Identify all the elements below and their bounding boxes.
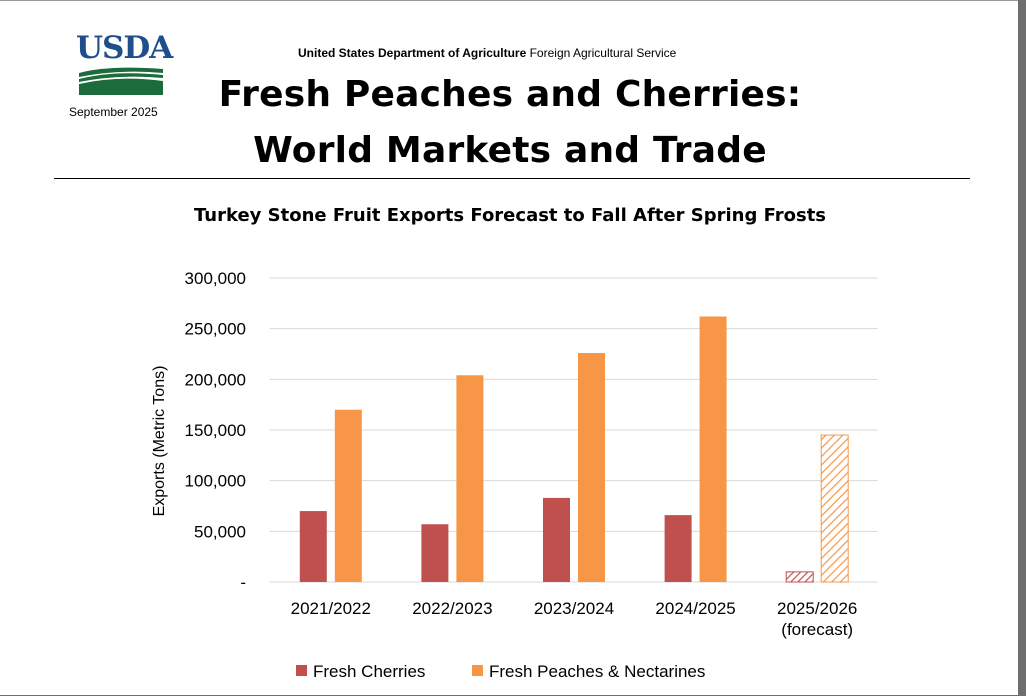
agency-name: United States Department of Agriculture: [298, 46, 527, 60]
x-axis-ticks: 2021/2022 2022/2023 2023/2024 2024/2025 2025…: [291, 599, 858, 639]
y-axis-label: Exports (Metric Tons): [151, 366, 168, 517]
legend-label: Fresh Cherries: [313, 662, 425, 681]
y-tick-label: 50,000: [194, 522, 246, 541]
report-title-line-2: World Markets and Trade: [253, 130, 767, 171]
bar-peaches: [334, 409, 362, 582]
report-title: Fresh Peaches and Cherries: World Market…: [190, 67, 830, 179]
y-tick-label: -: [240, 573, 246, 592]
x-tick-label: 2021/2022: [291, 599, 371, 618]
bar-peaches: [699, 316, 727, 582]
gridlines: [270, 277, 878, 583]
usda-logo-text: USDA: [76, 30, 173, 66]
title-divider: [54, 178, 970, 179]
agency-line: United States Department of Agriculture …: [298, 46, 676, 60]
legend-label: Fresh Peaches & Nectarines: [489, 662, 705, 681]
report-date: September 2025: [69, 105, 158, 119]
x-tick-label: 2024/2025: [655, 599, 735, 618]
y-tick-label: 100,000: [185, 472, 246, 491]
bar-cherries: [421, 524, 449, 582]
legend: Fresh Cherries Fresh Peaches & Nectarines: [296, 662, 705, 681]
x-tick-label: 2023/2024: [534, 599, 614, 618]
bar-peaches: [456, 375, 484, 582]
bar-peaches: [578, 352, 605, 582]
x-tick-label: 2022/2023: [412, 599, 492, 618]
legend-swatch-peaches: [472, 665, 483, 676]
x-tick-label: 2025/2026: [777, 599, 857, 618]
y-tick-label: 250,000: [185, 320, 246, 339]
report-title-line-1: Fresh Peaches and Cherries:: [218, 74, 802, 115]
y-tick-label: 150,000: [185, 421, 246, 440]
agency-service: Foreign Agricultural Service: [526, 46, 677, 60]
y-tick-label: 200,000: [185, 370, 246, 389]
y-tick-label: 300,000: [185, 269, 246, 288]
chart-title: Turkey Stone Fruit Exports Forecast to F…: [194, 205, 826, 226]
bar-cherries: [299, 511, 327, 582]
bar-cherries: [543, 497, 570, 582]
usda-landscape-icon: [79, 67, 163, 95]
bar-cherries: [664, 515, 692, 582]
y-axis-ticks: - 50,000 100,000 150,000 200,000 250,000 300,0…: [185, 269, 246, 592]
export-chart: Turkey Stone Fruit Exports Forecast to F…: [151, 205, 878, 681]
legend-swatch-cherries: [296, 665, 307, 676]
bars: [299, 316, 849, 583]
x-tick-label: (forecast): [781, 620, 853, 639]
bar-cherries: [785, 571, 814, 583]
usda-logo: USDA: [76, 30, 173, 97]
bar-peaches: [820, 434, 849, 583]
